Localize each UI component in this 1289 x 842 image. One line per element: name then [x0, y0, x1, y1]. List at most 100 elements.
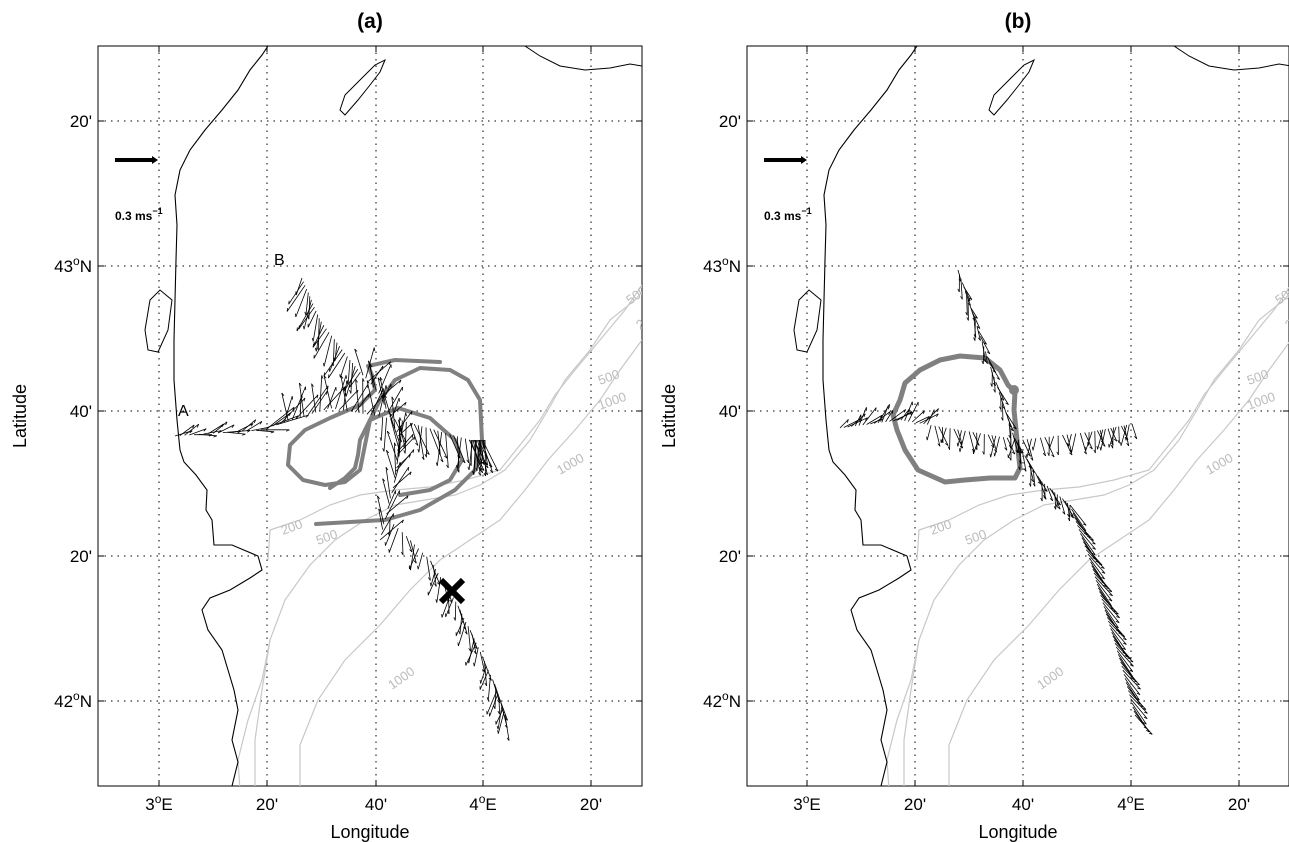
vector-section-b — [1022, 452, 1027, 472]
vector-section-a-head — [1102, 443, 1106, 447]
x-axis-label: Longitude — [330, 822, 409, 842]
vector-section-a — [949, 428, 951, 450]
vector-section-a-head — [481, 461, 485, 465]
vector-south — [389, 519, 391, 537]
vector-section-a — [350, 384, 369, 412]
vector-section-a-head — [382, 448, 385, 452]
vector-section-a-head — [196, 424, 200, 428]
vector-section-a-head — [456, 469, 460, 473]
vector-south — [1122, 669, 1141, 690]
isobath-label: 1000 — [1034, 664, 1066, 693]
vector-section-b — [1032, 469, 1036, 487]
vector-section-a-head — [1009, 457, 1012, 461]
vector-section-a — [457, 437, 462, 469]
vector-south — [1131, 702, 1147, 725]
vector-section-b — [385, 467, 391, 499]
y-tick-label: 20' — [70, 112, 92, 131]
vector-south-head — [484, 682, 487, 687]
vector-section-a — [484, 439, 486, 477]
vector-section-a — [926, 409, 935, 425]
x-tick-label: 3oE — [145, 792, 173, 814]
vector-section-a — [1112, 427, 1114, 449]
vector-south — [1100, 594, 1119, 615]
vector-section-b — [382, 478, 390, 504]
vector-section-a-head — [1113, 438, 1118, 442]
vector-south — [1114, 643, 1134, 663]
vector-section-b — [964, 291, 971, 306]
vector-section-b — [323, 335, 333, 367]
vector-south-head — [429, 582, 432, 587]
vector-south-head — [1116, 616, 1120, 619]
vector-south-head — [1143, 722, 1147, 725]
isobath-label: 1000 — [554, 450, 587, 477]
vector-section-a-head — [362, 378, 365, 382]
vector-section-a-head — [1134, 436, 1138, 440]
isobath-label: 500 — [1272, 283, 1289, 308]
vector-south-head — [1115, 620, 1120, 624]
vector-section-a-head — [462, 460, 466, 464]
vector-section-a — [409, 422, 419, 446]
vector-section-a-head — [225, 421, 228, 426]
vector-south — [504, 714, 510, 741]
vector-south-head — [1145, 729, 1150, 733]
vector-south — [405, 536, 413, 553]
vector-south — [498, 696, 500, 715]
vector-section-a-head — [385, 385, 388, 389]
vector-section-a — [900, 408, 910, 421]
vector-section-a-head — [926, 436, 928, 441]
vector-section-a-head — [1120, 442, 1122, 446]
vector-section-b — [970, 307, 978, 319]
vector-section-b-head — [976, 326, 981, 329]
vector-section-b-head — [1043, 494, 1046, 499]
vector-south — [409, 548, 419, 570]
vector-section-a — [468, 439, 473, 471]
vector-section-a-head — [292, 407, 295, 411]
vector-section-a — [1107, 428, 1114, 446]
vector-section-a-head — [466, 459, 470, 464]
vector-section-b-head — [382, 478, 386, 482]
vector-south — [494, 683, 501, 702]
vector-section-a — [1067, 434, 1072, 447]
x-tick-label: 4oE — [1117, 792, 1145, 814]
vector-section-b — [982, 346, 985, 365]
vector-section-a-head — [213, 435, 217, 438]
vector-section-b — [398, 434, 414, 451]
vector-section-a-head — [1083, 451, 1087, 455]
vector-south-head — [486, 697, 489, 701]
vector-section-a — [1097, 430, 1106, 447]
map-frame — [746, 45, 1289, 787]
vector-section-b — [329, 345, 340, 372]
vector-section-b-head — [411, 434, 414, 438]
x-axis-label: Longitude — [978, 822, 1057, 842]
vector-section-a — [323, 386, 346, 411]
vector-section-b — [998, 392, 1006, 409]
vector-section-a — [366, 380, 376, 416]
vector-south-head — [1130, 677, 1135, 681]
vector-section-b-head — [311, 337, 314, 342]
vector-section-b-head — [1070, 515, 1074, 519]
vector-section-b-head — [346, 379, 349, 384]
current-vectors — [839, 269, 1153, 735]
vector-section-b-head — [323, 362, 325, 367]
vector-section-a-head — [286, 429, 290, 432]
vector-section-a — [208, 423, 224, 434]
vector-section-b — [387, 490, 396, 509]
vector-south — [430, 568, 436, 587]
vector-section-a — [847, 417, 868, 428]
vector-south-head — [496, 725, 499, 730]
vector-section-a-head — [935, 413, 939, 417]
vector-south-head — [1143, 716, 1148, 719]
isobath-label: 200 — [633, 308, 659, 333]
vector-south-head — [1148, 732, 1153, 735]
vector-section-b — [398, 436, 416, 455]
vector-section-a — [299, 394, 302, 418]
vector-section-a — [335, 375, 347, 410]
vector-section-b-head — [412, 449, 415, 453]
vector-section-b-head — [328, 374, 330, 379]
vector-section-b — [312, 328, 327, 348]
vector-section-b-head — [986, 351, 991, 355]
vector-section-a — [911, 410, 925, 423]
vector-section-b-head — [957, 288, 960, 293]
vector-section-b — [389, 401, 407, 417]
